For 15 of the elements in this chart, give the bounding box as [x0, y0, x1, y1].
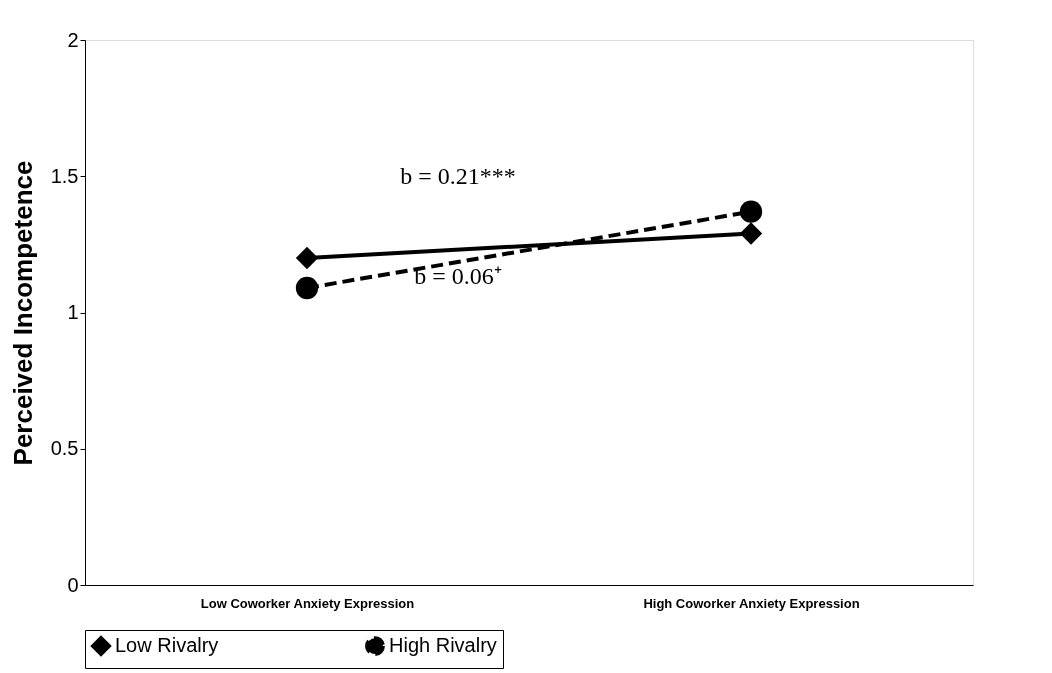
legend-label: High Rivalry: [389, 634, 497, 657]
point: [739, 222, 763, 245]
legend-label: Low Rivalry: [115, 634, 219, 657]
y-tick-label: 2: [67, 28, 79, 51]
point: [739, 200, 763, 223]
y-tick-label: 0.5: [50, 437, 79, 460]
x-tick-label: Low Coworker Anxiety Expression: [200, 595, 415, 611]
annotation: b = 0.21***: [400, 163, 516, 189]
y-tick-label: 1.5: [50, 164, 79, 187]
point: [295, 276, 319, 300]
y-tick-label: 0: [67, 573, 79, 596]
y-tick-label: 1: [67, 301, 79, 323]
point: [295, 246, 319, 270]
y-axis-title: Perceived Incompetence: [7, 160, 38, 466]
x-tick-label: High Coworker Anxiety Expression: [643, 595, 860, 611]
